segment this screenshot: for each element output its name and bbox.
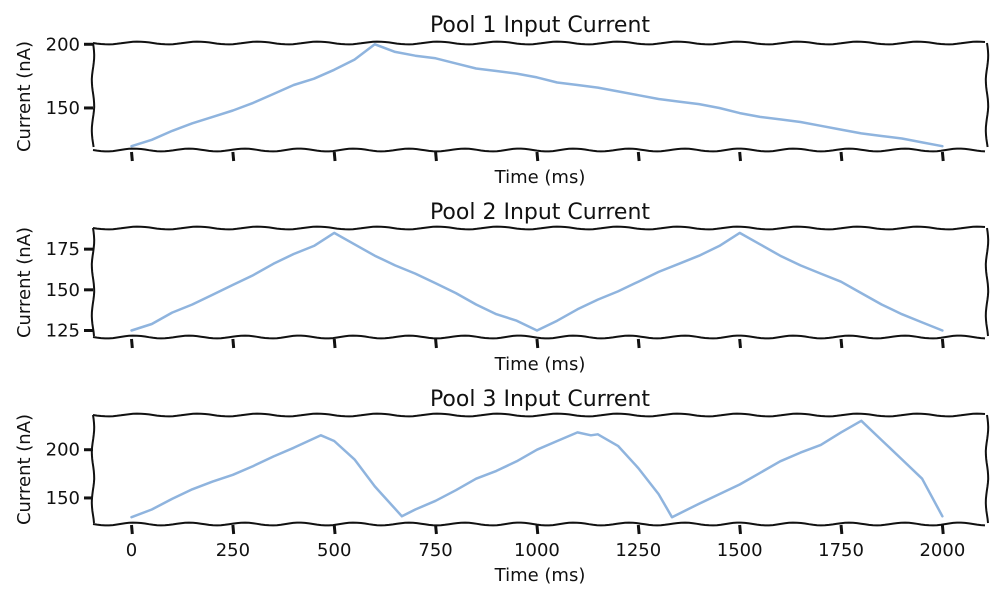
series-line — [130, 419, 944, 519]
x-tick — [636, 524, 641, 535]
x-tick — [738, 524, 742, 535]
y-tick-label: 125 — [46, 320, 80, 341]
x-tick-label: 0 — [126, 540, 137, 561]
y-axis-label: Current (nA) — [14, 41, 35, 152]
x-tick — [636, 338, 641, 349]
x-tick-label: 500 — [317, 540, 351, 561]
x-tick-label: 2000 — [919, 540, 965, 561]
series-line — [130, 43, 944, 148]
frame-top — [92, 225, 986, 231]
x-tick — [332, 151, 337, 162]
x-tick — [434, 338, 438, 349]
frame-bottom — [92, 521, 986, 527]
x-tick — [839, 524, 844, 535]
x-tick — [839, 151, 844, 162]
x-axis-label: Time (ms) — [494, 354, 586, 375]
y-axis-label: Current (nA) — [14, 414, 35, 525]
y-tick-label: 150 — [46, 98, 80, 119]
chart-title: Pool 1 Input Current — [430, 13, 650, 38]
x-tick — [332, 338, 337, 349]
x-tick — [636, 151, 641, 162]
y-tick-label: 200 — [46, 34, 80, 55]
series-line — [130, 231, 944, 332]
x-tick-label: 750 — [418, 540, 452, 561]
x-tick-label: 1750 — [818, 540, 864, 561]
frame-right — [984, 42, 990, 148]
frame-bottom — [92, 147, 986, 153]
x-tick — [940, 524, 945, 535]
frame-right — [984, 414, 990, 524]
x-tick — [535, 338, 540, 349]
frame-top — [92, 40, 986, 46]
panel-pool-1: Pool 1 Input Current 150 200 Time (ms) Curre… — [14, 13, 990, 188]
x-tick — [535, 524, 540, 535]
x-tick — [130, 151, 134, 162]
x-axis-label: Time (ms) — [494, 167, 586, 188]
x-tick — [535, 151, 540, 162]
x-tick — [231, 524, 236, 535]
x-tick — [738, 338, 742, 349]
y-tick-label: 150 — [46, 280, 80, 301]
x-tick — [940, 338, 945, 349]
x-tick-label: 1250 — [615, 540, 661, 561]
y-tick-label: 200 — [46, 440, 80, 461]
y-tick-label: 150 — [46, 488, 80, 509]
x-tick — [434, 524, 438, 535]
axes-frame — [90, 225, 990, 340]
x-tick-label: 250 — [216, 540, 250, 561]
frame-top — [92, 412, 986, 418]
x-tick — [231, 151, 236, 162]
frame-left — [90, 42, 96, 148]
axes-frame — [90, 40, 990, 153]
x-tick — [130, 338, 134, 349]
axes-frame — [90, 412, 990, 527]
x-axis-label: Time (ms) — [494, 565, 586, 586]
x-tick — [130, 524, 134, 535]
x-tick-label: 1500 — [717, 540, 763, 561]
y-tick-label: 175 — [46, 239, 80, 260]
frame-left — [90, 414, 96, 524]
x-tick — [332, 524, 337, 535]
chart-title: Pool 3 Input Current — [430, 387, 650, 412]
frame-left — [90, 227, 96, 337]
x-tick — [940, 151, 945, 162]
x-tick — [434, 151, 438, 162]
x-tick — [839, 338, 844, 349]
y-axis-label: Current (nA) — [14, 227, 35, 338]
x-tick — [231, 338, 236, 349]
chart-title: Pool 2 Input Current — [430, 200, 650, 225]
x-tick — [738, 151, 742, 162]
panel-pool-2: Pool 2 Input Current 125 150 175 Time (ms) Cu… — [14, 200, 990, 375]
frame-right — [984, 227, 990, 337]
x-tick-label: 1000 — [514, 540, 560, 561]
frame-bottom — [92, 334, 986, 340]
